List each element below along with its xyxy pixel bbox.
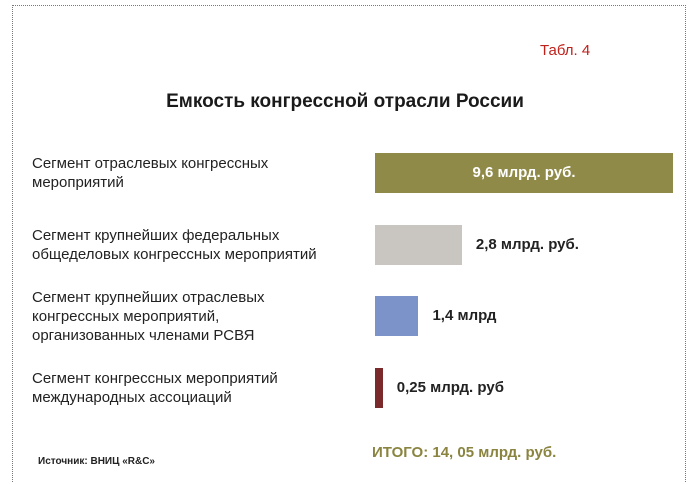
category-label: Сегмент крупнейших федеральных общеделов…: [32, 227, 317, 263]
bar: [375, 368, 383, 408]
value-label: 2,8 млрд. руб.: [475, 236, 579, 253]
value-label: 1,4 млрд: [432, 307, 497, 324]
value-label: 9,6 млрд. руб.: [472, 164, 576, 181]
value-label: 0,25 млрд. руб: [396, 379, 504, 396]
total: ИТОГО: 14, 05 млрд. руб.: [372, 444, 557, 461]
category-label: Сегмент крупнейших отраслевых конгрессны…: [32, 288, 265, 344]
source: Источник: ВНИЦ «R&C»: [38, 456, 155, 467]
category-label: Сегмент отраслевых конгрессных мероприят…: [32, 155, 269, 191]
bar: [375, 153, 673, 193]
frame: [12, 5, 686, 482]
chart-title: Емкость конгрессной отрасли России: [166, 91, 524, 112]
bar: [375, 225, 462, 265]
table-label: Табл. 4: [540, 42, 591, 59]
bar: [375, 296, 419, 336]
category-label: Сегмент конгрессных мероприятий междунар…: [32, 370, 278, 406]
